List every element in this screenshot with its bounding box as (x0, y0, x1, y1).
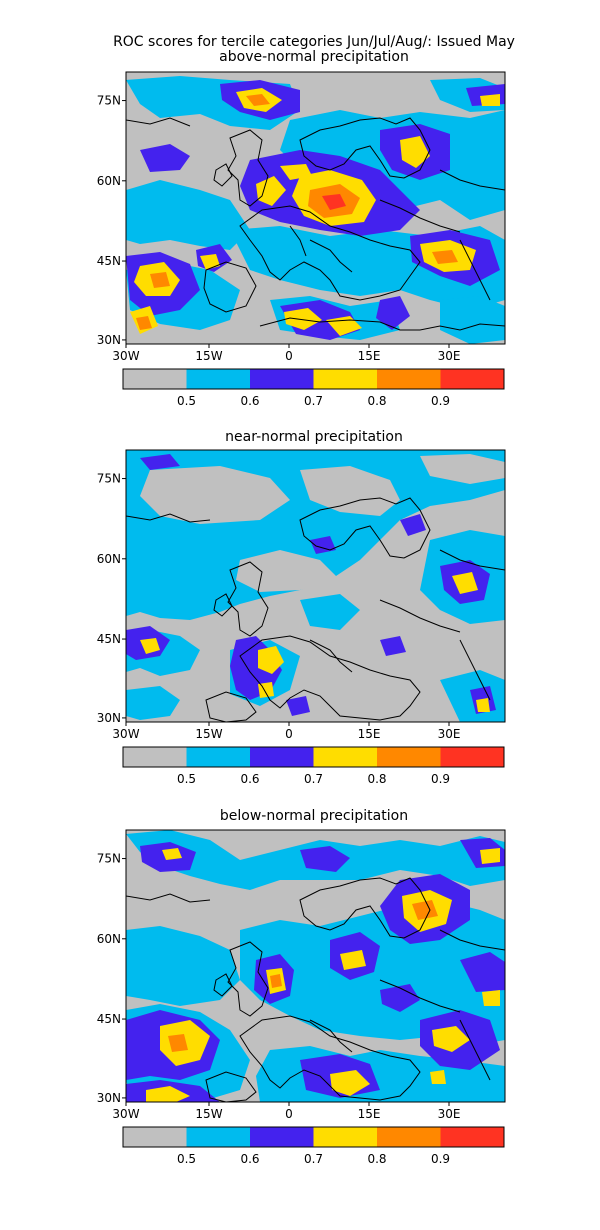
colorbar-swatch (123, 369, 187, 389)
y-tick-label: 60N (97, 174, 121, 188)
axes-panel-2: 30W 15W 0 15E 30E 75N 60N 45N 30N (97, 472, 461, 741)
y-tick-label: 30N (97, 1091, 121, 1105)
x-tick-label: 15W (195, 727, 222, 741)
colorbar-label: 0.7 (304, 1152, 323, 1166)
colorbar-swatch (186, 747, 250, 767)
colorbar-swatch (377, 1127, 441, 1147)
colorbar-swatch (377, 369, 441, 389)
panel-below-normal: below-normal precipitation (125, 808, 506, 1103)
panel-near-normal: near-normal precipitation (125, 429, 506, 723)
panel-above-normal: above-normal precipitation (125, 49, 506, 345)
colorbar-frame (122, 746, 505, 768)
y-tick-label: 75N (97, 94, 121, 108)
colorbar-swatch (250, 1127, 314, 1147)
colorbar-label: 0.7 (304, 394, 323, 408)
x-tick-label: 0 (285, 727, 293, 741)
x-tick-label: 15W (195, 1107, 222, 1121)
x-tick-label: 30E (438, 1107, 461, 1121)
y-tick-label: 75N (97, 472, 121, 486)
colorbar-label: 0.8 (367, 394, 386, 408)
x-tick-label: 15E (358, 1107, 381, 1121)
colorbar-swatch (377, 747, 441, 767)
colorbar-swatch (313, 1127, 377, 1147)
panel-title-near: near-normal precipitation (225, 429, 403, 445)
y-tick-label: 30N (97, 333, 121, 347)
colorbar-2: 0.5 0.6 0.7 0.8 0.9 (122, 746, 505, 786)
colorbar-label: 0.6 (240, 772, 259, 786)
x-tick-label: 15E (358, 727, 381, 741)
colorbar-label: 0.7 (304, 772, 323, 786)
map-area-below (125, 829, 506, 1103)
colorbar-swatch (123, 1127, 187, 1147)
x-tick-label: 30E (438, 727, 461, 741)
y-tick-label: 45N (97, 254, 121, 268)
map-area-near (125, 449, 506, 723)
x-tick-label: 30E (438, 349, 461, 363)
y-tick-label: 60N (97, 932, 121, 946)
colorbar-label: 0.6 (240, 1152, 259, 1166)
colorbar-swatch (440, 1127, 504, 1147)
colorbar-swatch (250, 747, 314, 767)
colorbar-label: 0.5 (177, 394, 196, 408)
colorbar-1: 0.5 0.6 0.7 0.8 0.9 (122, 368, 505, 408)
colorbar-swatch (440, 369, 504, 389)
x-tick-label: 30W (112, 727, 139, 741)
axes-panel-1: 30W 15W 0 15E 30E 75N 60N 45N 30N (97, 94, 461, 363)
y-tick-label: 60N (97, 552, 121, 566)
colorbar-swatch (123, 747, 187, 767)
panel-title-below: below-normal precipitation (220, 808, 408, 824)
colorbar-label: 0.9 (431, 1152, 450, 1166)
colorbar-label: 0.8 (367, 1152, 386, 1166)
y-tick-label: 45N (97, 632, 121, 646)
colorbar-label: 0.5 (177, 1152, 196, 1166)
x-tick-label: 15E (358, 349, 381, 363)
x-tick-label: 30W (112, 349, 139, 363)
colorbar-3: 0.5 0.6 0.7 0.8 0.9 (122, 1126, 505, 1166)
colorbar-swatch (186, 1127, 250, 1147)
colorbar-swatch (186, 369, 250, 389)
colorbar-swatch (440, 747, 504, 767)
colorbar-label: 0.6 (240, 394, 259, 408)
colorbar-swatch (313, 369, 377, 389)
colorbar-frame (122, 368, 505, 390)
colorbar-frame (122, 1126, 505, 1148)
y-tick-label: 45N (97, 1012, 121, 1026)
x-tick-label: 0 (285, 349, 293, 363)
colorbar-label: 0.5 (177, 772, 196, 786)
main-title: ROC scores for tercile categories Jun/Ju… (113, 34, 515, 50)
colorbar-label: 0.9 (431, 772, 450, 786)
x-tick-label: 15W (195, 349, 222, 363)
colorbar-label: 0.8 (367, 772, 386, 786)
x-tick-label: 30W (112, 1107, 139, 1121)
map-area-above (125, 71, 506, 345)
colorbar-swatch (313, 747, 377, 767)
colorbar-swatch (250, 369, 314, 389)
y-tick-label: 30N (97, 711, 121, 725)
y-tick-label: 75N (97, 852, 121, 866)
x-tick-label: 0 (285, 1107, 293, 1121)
panel-title-above: above-normal precipitation (219, 49, 409, 65)
colorbar-label: 0.9 (431, 394, 450, 408)
axes-panel-3: 30W 15W 0 15E 30E 75N 60N 45N 30N (97, 852, 461, 1121)
